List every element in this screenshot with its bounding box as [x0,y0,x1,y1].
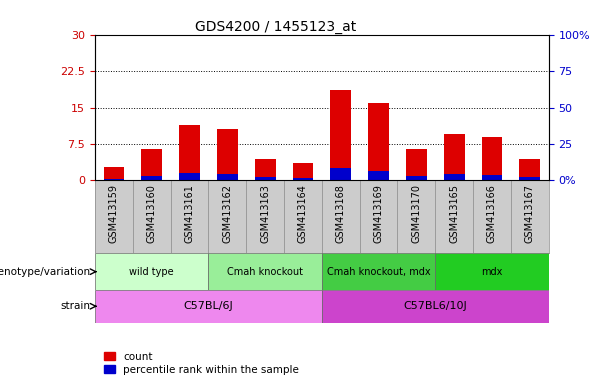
Bar [292,177,313,180]
Bar [406,176,427,180]
Bar [142,149,162,180]
Bar [330,168,351,180]
Bar [292,164,313,180]
Text: mdx: mdx [481,266,503,277]
Bar [406,149,427,180]
Bar [95,290,322,323]
Text: GSM413165: GSM413165 [449,184,459,243]
Text: C57BL/6J: C57BL/6J [183,301,234,311]
Text: GSM413168: GSM413168 [336,184,346,243]
Text: Cmah knockout, mdx: Cmah knockout, mdx [327,266,430,277]
Bar [104,179,124,180]
Text: strain: strain [61,301,91,311]
Text: GDS4200 / 1455123_at: GDS4200 / 1455123_at [195,20,356,33]
Bar [519,159,540,180]
Text: C57BL6/10J: C57BL6/10J [403,301,467,311]
Bar [482,175,502,180]
Bar [368,171,389,180]
Bar [217,129,238,180]
Bar [95,253,208,290]
Text: Cmah knockout: Cmah knockout [227,266,303,277]
Bar [444,174,465,180]
Bar [482,137,502,180]
Bar [255,177,275,180]
Bar [322,290,549,323]
Text: GSM413160: GSM413160 [147,184,157,243]
Text: GSM413167: GSM413167 [525,184,535,243]
Bar [322,253,435,290]
Bar [142,176,162,180]
Text: GSM413162: GSM413162 [223,184,232,243]
Bar [519,177,540,180]
Bar [255,159,275,180]
Bar [330,91,351,180]
Bar [435,253,549,290]
Bar [444,134,465,180]
Bar [217,174,238,180]
Text: wild type: wild type [129,266,174,277]
Text: GSM413166: GSM413166 [487,184,497,243]
Bar [208,253,322,290]
Bar [179,173,200,180]
Text: genotype/variation: genotype/variation [0,266,91,277]
Text: GSM413164: GSM413164 [298,184,308,243]
Legend: count, percentile rank within the sample: count, percentile rank within the sample [100,348,303,379]
Text: GSM413170: GSM413170 [411,184,421,243]
Bar [368,103,389,180]
Bar [179,124,200,180]
Text: GSM413169: GSM413169 [373,184,384,243]
Bar [104,167,124,180]
Text: GSM413161: GSM413161 [185,184,194,243]
Text: GSM413163: GSM413163 [260,184,270,243]
Text: GSM413159: GSM413159 [109,184,119,243]
